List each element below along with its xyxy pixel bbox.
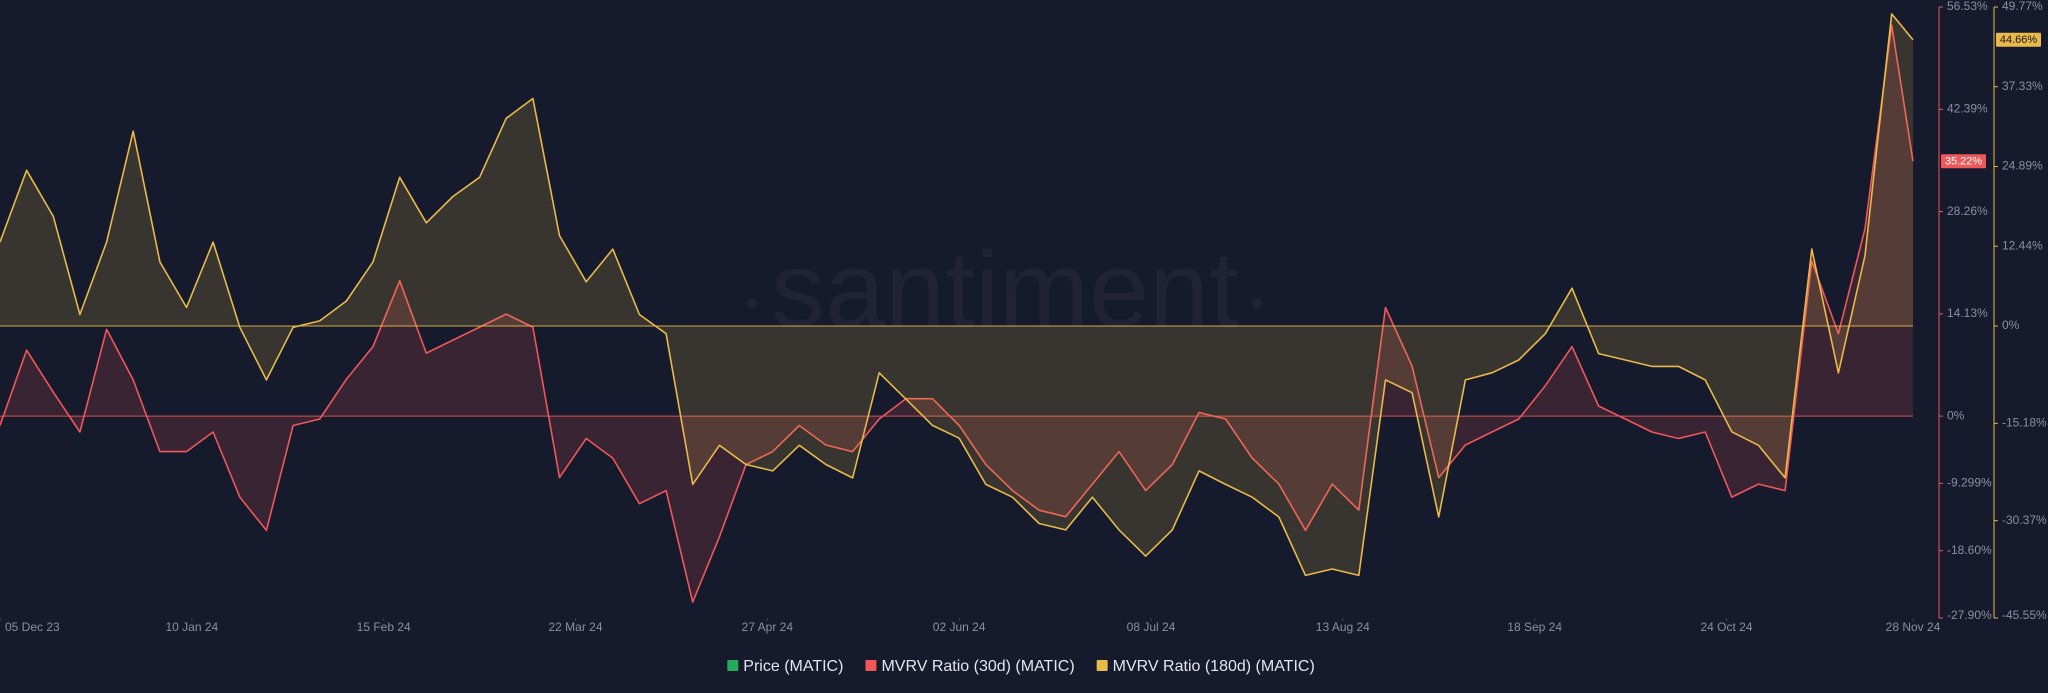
watermark: santiment [771,229,1239,350]
x-tick-label: 24 Oct 24 [1700,620,1752,634]
y-tick-label: -27.90% [1947,608,1992,622]
y2-tick-label: 37.33% [2002,79,2043,93]
x-tick-label: 10 Jan 24 [165,620,218,634]
legend: Price (MATIC) MVRV Ratio (30d) (MATIC) MVR… [727,658,1315,675]
y-tick-label: 42.39% [1947,101,1988,115]
x-tick-label: 22 Mar 24 [548,620,602,634]
x-tick-label: 18 Sep 24 [1507,620,1562,634]
y-tick-label: 56.53% [1947,0,1988,13]
y2-tick-label: -30.37% [2002,513,2047,527]
series-line [0,13,1914,577]
y2-tick-label: 0% [2002,318,2020,332]
x-tick-label: 27 Apr 24 [742,620,794,634]
current-value-label: 44.66% [2000,34,2038,46]
watermark-dot [747,298,757,308]
current-value-label: 35.22% [1945,156,1983,168]
y2-tick-label: 24.89% [2002,159,2043,173]
area-fill [0,13,1913,576]
y-tick-label: 0% [1947,408,1965,422]
watermark-dot [1252,298,1262,308]
legend-swatch [865,660,877,671]
current-value-badge [1941,154,1986,169]
series-line [0,24,1914,603]
x-tick-label: 05 Dec 23 [5,620,60,634]
y-tick-label: -18.60% [1947,543,1992,557]
legend-swatch [1096,660,1108,671]
legend-swatch [727,660,739,671]
y2-tick-label: 12.44% [2002,238,2043,252]
y-tick-label: 14.13% [1947,306,1988,320]
legend-label: Price (MATIC) [743,658,843,675]
x-tick-label: 02 Jun 24 [933,620,986,634]
x-tick-label: 15 Feb 24 [357,620,411,634]
current-value-badge [1996,32,2041,47]
y-tick-label: 28.26% [1947,204,1988,218]
x-tick-label: 08 Jul 24 [1127,620,1176,634]
y2-tick-label: 49.77% [2002,0,2043,13]
y2-tick-label: -15.18% [2002,416,2047,430]
legend-label: MVRV Ratio (30d) (MATIC) [881,658,1074,675]
x-tick-label: 28 Nov 24 [1886,620,1941,634]
y2-tick-label: -45.55% [2002,608,2047,622]
y-tick-label: -9.299% [1947,476,1992,490]
x-tick-label: 13 Aug 24 [1316,620,1370,634]
legend-label: MVRV Ratio (180d) (MATIC) [1113,658,1315,675]
